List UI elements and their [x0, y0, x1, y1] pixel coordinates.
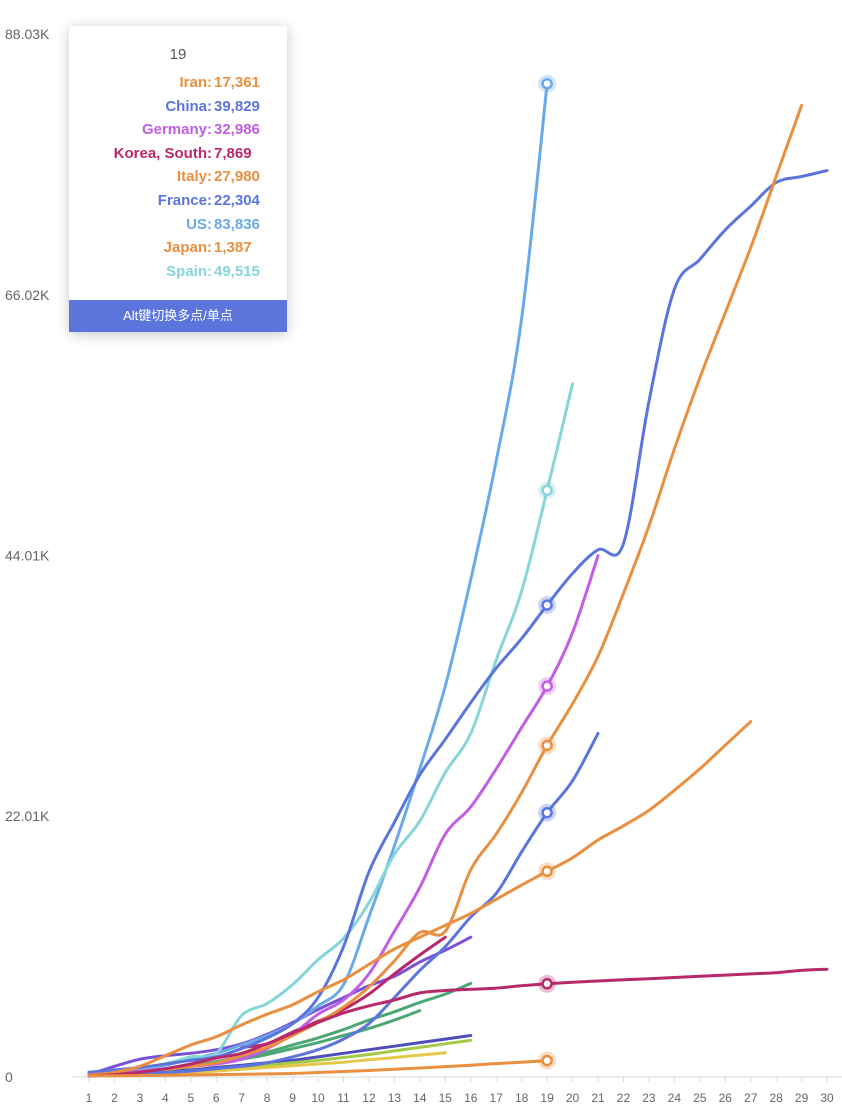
- y-tick-label: 88.03K: [5, 26, 50, 42]
- x-tick-label: 23: [642, 1091, 656, 1105]
- tooltip-separator: :: [207, 215, 212, 233]
- tooltip-series-name: China: [165, 97, 207, 115]
- tooltip-series-name: US: [186, 215, 207, 233]
- x-tick-label: 20: [566, 1091, 580, 1105]
- series-markers: [538, 74, 557, 1070]
- x-tick-label: 13: [388, 1091, 402, 1105]
- tooltip-separator: :: [207, 144, 212, 162]
- tooltip-row: Spain: 49,515: [69, 263, 287, 287]
- tooltip-row: US: 83,836: [69, 216, 287, 240]
- y-tick-label: 22.01K: [5, 808, 50, 824]
- point-marker-korea-south[interactable]: [538, 974, 557, 993]
- x-tick-label: 29: [795, 1091, 809, 1105]
- x-axis: 1 2 3 4 5 6 7 8 9 10 11 12 13 14 15 16 17 18 19 20 21 22 23 24 2…: [73, 1076, 842, 1105]
- x-tick-label: 16: [464, 1091, 478, 1105]
- x-tick-label: 15: [439, 1091, 453, 1105]
- tooltip-separator: :: [207, 97, 212, 115]
- tooltip-series-value: 32,986: [214, 121, 260, 139]
- x-tick-label: 1: [86, 1091, 93, 1105]
- series-line-italy[interactable]: [87, 103, 804, 1078]
- tooltip-row: Japan: 1,387: [69, 239, 287, 263]
- point-marker-japan[interactable]: [538, 1051, 557, 1070]
- tooltip-separator: :: [207, 239, 212, 257]
- tooltip-separator: :: [207, 74, 212, 91]
- point-marker-iran[interactable]: [538, 862, 557, 881]
- point-marker-spain[interactable]: [538, 481, 557, 500]
- tooltip-row: Germany: 32,986: [69, 121, 287, 145]
- x-tick-label: 12: [362, 1091, 376, 1105]
- tooltip-row: Italy: 27,980: [69, 168, 287, 192]
- x-tick-label: 17: [490, 1091, 504, 1105]
- series-line-spain[interactable]: [87, 382, 574, 1077]
- tooltip-separator: :: [207, 191, 212, 209]
- y-axis: 0 22.01K 44.01K 66.02K 88.03K: [5, 26, 50, 1085]
- tooltip-series-value: 7,869: [214, 144, 252, 162]
- tooltip-series-value: 1,387: [214, 239, 252, 257]
- tooltip-row: China: 39,829: [69, 98, 287, 122]
- x-tick-label: 10: [311, 1091, 325, 1105]
- x-tick-label: 27: [744, 1091, 758, 1105]
- tooltip-series-name: Spain: [166, 262, 207, 280]
- x-tick-label: 9: [289, 1091, 296, 1105]
- y-tick-label: 66.02K: [5, 287, 50, 303]
- y-tick-label: 0: [5, 1069, 13, 1085]
- tooltip-series-name: Japan: [163, 239, 207, 257]
- x-tick-label: 3: [137, 1091, 144, 1105]
- point-marker-germany[interactable]: [538, 677, 557, 696]
- x-tick-label: 7: [238, 1091, 245, 1105]
- series-line-france[interactable]: [87, 731, 600, 1078]
- tooltip-series-value: 39,829: [214, 97, 260, 115]
- tooltip-series-value: 49,515: [214, 262, 260, 280]
- x-tick-label: 19: [540, 1091, 554, 1105]
- tooltip: 19 Iran: 17,361 China: 39,829 Germany: 32,986…: [69, 26, 287, 332]
- x-tick-label: 14: [413, 1091, 427, 1105]
- tooltip-series-value: 83,836: [214, 215, 260, 233]
- x-tick-label: 21: [591, 1091, 605, 1105]
- x-tick-label: 8: [264, 1091, 271, 1105]
- tooltip-series-value: 22,304: [214, 191, 260, 209]
- tooltip-separator: :: [207, 262, 212, 280]
- point-marker-us[interactable]: [538, 74, 557, 93]
- x-tick-label: 6: [213, 1091, 220, 1105]
- x-tick-label: 26: [719, 1091, 733, 1105]
- tooltip-footer[interactable]: Alt键切换多点/单点: [69, 300, 287, 332]
- tooltip-row: Iran: 17,361: [69, 74, 287, 98]
- x-tick-label: 18: [515, 1091, 529, 1105]
- tooltip-series-value: 17,361: [214, 74, 260, 91]
- point-marker-china[interactable]: [538, 596, 557, 615]
- tooltip-series-value: 27,980: [214, 168, 260, 186]
- tooltip-series-name: Iran: [179, 74, 207, 91]
- tooltip-rows: Iran: 17,361 China: 39,829 Germany: 32,986 Kor…: [69, 74, 287, 286]
- series-lines: [87, 82, 829, 1078]
- tooltip-series-name: Germany: [141, 121, 207, 139]
- point-marker-france[interactable]: [538, 803, 557, 822]
- tooltip-row: Korea, South: 7,869: [69, 145, 287, 169]
- tooltip-series-name: Italy: [176, 168, 207, 186]
- x-tick-label: 11: [337, 1091, 350, 1105]
- x-tick-label: 5: [187, 1091, 194, 1105]
- y-tick-label: 44.01K: [5, 548, 50, 564]
- x-tick-label: 24: [668, 1091, 682, 1105]
- tooltip-series-name: Korea, South: [113, 144, 207, 162]
- x-tick-label: 4: [162, 1091, 169, 1105]
- series-line-japan[interactable]: [87, 1059, 549, 1078]
- point-marker-italy[interactable]: [538, 736, 557, 755]
- tooltip-title: 19: [169, 46, 187, 63]
- series-line-iran[interactable]: [87, 720, 753, 1077]
- tooltip-series-name: France: [157, 191, 207, 209]
- x-tick-label: 2: [111, 1091, 118, 1105]
- x-tick-label: 30: [820, 1091, 834, 1105]
- x-tick-label: 22: [617, 1091, 631, 1105]
- x-tick-label: 25: [693, 1091, 707, 1105]
- series-line-korea-south[interactable]: [87, 967, 829, 1078]
- x-tick-label: 28: [769, 1091, 783, 1105]
- tooltip-row: France: 22,304: [69, 192, 287, 216]
- tooltip-separator: :: [207, 121, 212, 139]
- tooltip-separator: :: [207, 168, 212, 186]
